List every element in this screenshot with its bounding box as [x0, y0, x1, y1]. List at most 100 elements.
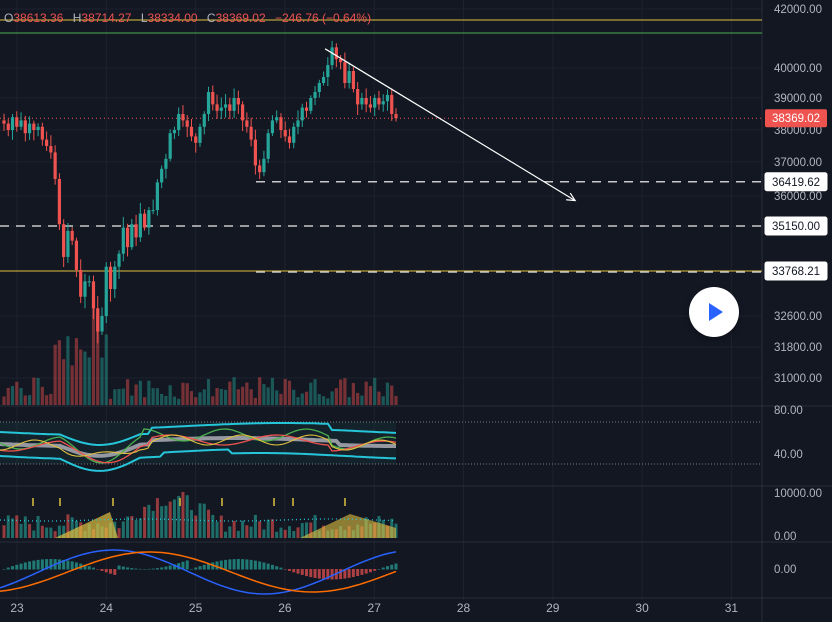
candle-body [321, 77, 326, 83]
time-tick-label: 29 [546, 601, 560, 615]
volume-bar [10, 386, 15, 405]
volume-hist-bar [275, 531, 279, 538]
volume-histogram-pane [0, 491, 398, 538]
close-label: C [206, 11, 216, 25]
candle-body [270, 120, 275, 134]
candle-body [287, 136, 292, 143]
volume-bar [373, 377, 377, 405]
candle-body [394, 114, 398, 119]
macd-bar [185, 560, 189, 570]
volume-hist-bar [23, 516, 27, 538]
macd-bar [70, 561, 74, 570]
candle-body [177, 114, 181, 130]
volume-bar [381, 396, 385, 405]
volume-hist-bar [45, 527, 49, 538]
volume-hist-bar [62, 525, 66, 538]
candle-body [32, 123, 36, 130]
macd-bar [113, 569, 117, 575]
low-value: 38334.00 [147, 11, 198, 25]
high-label: H [72, 11, 82, 25]
ohlc-legend: O38613.36 H38714.27 L38334.00 C38369.02 … [4, 11, 377, 25]
volume-bar [292, 389, 296, 405]
volume-hist-bar [283, 529, 287, 538]
volume-hist-bar [313, 515, 317, 538]
candlesticks [2, 40, 398, 344]
candle-body [164, 158, 168, 169]
macd-bar [189, 568, 193, 570]
price-levels [0, 19, 762, 273]
candle-body [236, 98, 240, 105]
macd-bar [147, 568, 151, 570]
volume-bar [181, 382, 185, 405]
macd-bar [305, 569, 309, 577]
macd-bar [117, 565, 121, 570]
play-button[interactable] [689, 287, 739, 337]
volume-hist-bar [15, 515, 19, 538]
candle-body [211, 92, 215, 105]
volume-bar [219, 388, 223, 405]
volume-hist-bar [130, 516, 134, 538]
candle-body [381, 101, 385, 105]
candle-body [2, 120, 6, 124]
volume-bar [309, 382, 313, 405]
price-axis[interactable]: 42000.00 40000.00 39000.00 38000.00 37000.00… [764, 4, 828, 576]
volume-bar [185, 383, 189, 405]
candle-body [202, 114, 206, 127]
price-tick-label: 42000.00 [774, 4, 822, 16]
volume-bar [117, 388, 121, 405]
candle-body [219, 107, 223, 111]
macd-bar [377, 568, 381, 570]
macd-bar [330, 569, 334, 580]
price-tick-label: 39000.00 [774, 93, 822, 105]
time-tick-label: 25 [189, 601, 203, 615]
volume-bar [283, 379, 287, 405]
volume-bar [356, 392, 360, 405]
macd-bar [91, 567, 95, 570]
candle-body [134, 224, 138, 238]
candle-body [91, 281, 96, 309]
candle-body [36, 126, 40, 130]
macd-bar [177, 563, 181, 570]
volume-bar [313, 379, 317, 405]
macd-bar [232, 559, 236, 570]
macd-pane [0, 549, 398, 595]
volume-hist-bar [270, 519, 274, 538]
volume-bar [241, 386, 245, 405]
volume-hist-bar [253, 514, 257, 538]
candle-body [108, 266, 113, 290]
time-axis[interactable]: 23 24 25 26 27 28 29 30 31 [10, 601, 738, 615]
candle-body [215, 104, 219, 111]
high-value: 38714.27 [81, 11, 132, 25]
volume-bar [339, 379, 343, 405]
volume-bar [27, 395, 32, 405]
volume-hist-bar [189, 510, 193, 538]
time-tick-label: 23 [10, 601, 24, 615]
candle-body [96, 308, 100, 332]
volume-hist-bar [266, 519, 270, 538]
open-label: O [4, 11, 14, 25]
candle-body [117, 253, 121, 267]
pane-tick-label: 0.00 [774, 531, 796, 543]
trendline[interactable] [324, 48, 577, 202]
macd-bar [151, 568, 155, 570]
volume-bar [2, 396, 6, 405]
candle-body [130, 224, 134, 248]
time-tick-label: 24 [100, 601, 114, 615]
candle-body [326, 65, 330, 77]
candle-body [228, 104, 232, 111]
time-tick-label: 30 [635, 601, 649, 615]
volume-bar [19, 388, 23, 405]
macd-bar [134, 568, 138, 570]
candle-body [360, 98, 364, 105]
volume-bar [330, 391, 334, 405]
candle-body [385, 95, 390, 102]
trendline-arrowhead [566, 192, 577, 202]
volume-hist-bar [211, 514, 215, 538]
macd-bar [356, 569, 360, 577]
candle-body [292, 126, 296, 143]
volume-bar [91, 301, 96, 405]
candle-body [172, 130, 177, 134]
change-value: −246.76 (−0.64%) [275, 11, 372, 25]
volume-bar [304, 391, 309, 405]
